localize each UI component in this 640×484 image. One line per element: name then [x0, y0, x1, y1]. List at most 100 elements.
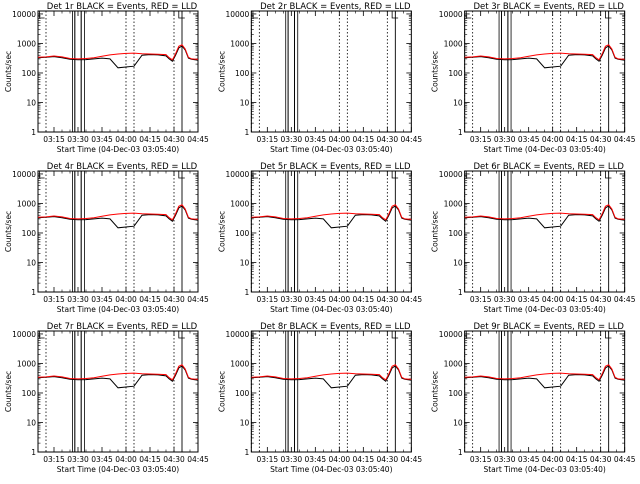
y-tick-label: 100	[22, 229, 37, 238]
y-tick-label: 100	[448, 389, 463, 398]
y-tick-label: 10000	[439, 330, 463, 339]
x-axis-label: Start Time (04-Dec-03 03:05:40)	[483, 465, 605, 474]
x-tick-label: 03:15	[43, 295, 65, 304]
top-bracket-marker	[391, 11, 399, 19]
x-tick-label: 04:00	[329, 295, 351, 304]
y-tick-label: 100	[22, 69, 37, 78]
x-tick-label: 03:45	[518, 295, 540, 304]
x-tick-label: 04:30	[590, 135, 612, 144]
x-tick-label: 03:15	[43, 135, 65, 144]
x-tick-label: 03:30	[494, 455, 516, 464]
y-axis-label: Counts/sec	[431, 51, 440, 92]
x-tick-label: 04:15	[566, 135, 588, 144]
x-tick-label: 04:15	[139, 135, 161, 144]
x-tick-label: 03:45	[305, 455, 327, 464]
top-bracket-marker	[391, 331, 399, 339]
x-tick-label: 03:30	[281, 295, 303, 304]
x-tick-label: 03:45	[305, 295, 327, 304]
x-axis-label: Start Time (04-Dec-03 03:05:40)	[57, 145, 179, 154]
x-tick-label: 03:15	[43, 455, 65, 464]
lld-series-line	[464, 364, 625, 381]
top-bracket-marker	[178, 331, 185, 339]
x-tick-label: 03:15	[470, 135, 492, 144]
y-axis-label: Counts/sec	[431, 371, 440, 412]
x-tick-label: 04:30	[377, 455, 399, 464]
y-tick-label: 100	[235, 389, 250, 398]
top-bracket-marker	[178, 171, 185, 179]
y-tick-label: 100	[22, 389, 37, 398]
y-axis-label: Counts/sec	[4, 51, 13, 92]
y-tick-label: 10	[453, 98, 463, 107]
lld-series-line	[37, 364, 199, 381]
y-tick-label: 10000	[225, 330, 249, 339]
panel-title: Det 8r BLACK = Events, RED = LLD	[260, 322, 411, 332]
x-tick-label: 04:00	[115, 295, 137, 304]
x-axis-label: Start Time (04-Dec-03 03:05:40)	[57, 305, 179, 314]
x-axis-label: Start Time (04-Dec-03 03:05:40)	[483, 305, 605, 314]
y-tick-label: 1000	[17, 199, 36, 208]
events-series-line	[464, 365, 625, 389]
y-tick-label: 1000	[444, 199, 463, 208]
y-tick-label: 1	[458, 288, 463, 297]
top-bracket-marker	[39, 171, 45, 179]
lld-series-line	[251, 204, 412, 221]
x-tick-label: 04:45	[187, 295, 209, 304]
x-tick-label: 03:45	[91, 455, 113, 464]
y-tick-label: 10	[453, 258, 463, 267]
lld-series-line	[37, 44, 199, 61]
y-tick-label: 100	[448, 69, 463, 78]
x-tick-label: 03:15	[257, 135, 279, 144]
top-bracket-marker	[605, 331, 612, 339]
events-series-line	[464, 205, 625, 229]
top-bracket-marker	[391, 171, 399, 179]
y-tick-label: 1	[31, 448, 36, 457]
x-tick-label: 04:30	[377, 135, 399, 144]
y-tick-label: 10	[26, 258, 36, 267]
panel-6: Det 6r BLACK = Events, RED = LLD 1 10 100 10…	[431, 162, 636, 314]
x-tick-label: 04:15	[353, 455, 375, 464]
x-tick-label: 04:00	[115, 455, 137, 464]
lld-series-line	[464, 204, 625, 221]
events-series-line	[37, 205, 199, 229]
x-axis-label: Start Time (04-Dec-03 03:05:40)	[270, 145, 392, 154]
y-tick-label: 10	[240, 258, 250, 267]
x-tick-label: 04:45	[401, 455, 423, 464]
x-tick-label: 04:30	[163, 135, 185, 144]
y-tick-label: 100	[235, 69, 250, 78]
top-bracket-marker	[178, 11, 185, 19]
y-axis-label: Counts/sec	[4, 211, 13, 252]
y-tick-label: 10000	[12, 170, 36, 179]
x-tick-label: 04:30	[590, 295, 612, 304]
y-tick-label: 1	[245, 288, 250, 297]
x-tick-label: 04:45	[401, 135, 423, 144]
y-tick-label: 1	[245, 448, 250, 457]
x-tick-label: 04:30	[590, 455, 612, 464]
lld-series-line	[37, 204, 199, 221]
x-tick-label: 04:45	[614, 135, 636, 144]
lld-series-line	[464, 44, 625, 61]
panel-title: Det 5r BLACK = Events, RED = LLD	[260, 162, 411, 172]
x-axis-label: Start Time (04-Dec-03 03:05:40)	[270, 305, 392, 314]
x-tick-label: 04:00	[115, 135, 137, 144]
y-axis-label: Counts/sec	[4, 371, 13, 412]
x-tick-label: 04:15	[353, 135, 375, 144]
x-axis-label: Start Time (04-Dec-03 03:05:40)	[57, 465, 179, 474]
y-tick-label: 1000	[230, 359, 249, 368]
y-tick-label: 1000	[230, 199, 249, 208]
panel-8: Det 8r BLACK = Events, RED = LLD 1 10 100 10…	[217, 322, 422, 474]
events-series-line	[37, 365, 199, 389]
x-tick-label: 04:15	[139, 455, 161, 464]
lld-series-line	[251, 364, 412, 381]
x-tick-label: 04:15	[139, 295, 161, 304]
x-tick-label: 04:45	[614, 295, 636, 304]
y-tick-label: 10000	[12, 10, 36, 19]
panel-1: Det 1r BLACK = Events, RED = LLD 1 10 100 10…	[4, 2, 209, 154]
x-tick-label: 03:15	[470, 295, 492, 304]
x-tick-label: 04:45	[187, 135, 209, 144]
top-bracket-marker	[605, 171, 612, 179]
panel-3: Det 3r BLACK = Events, RED = LLD 1 10 100 10…	[431, 2, 636, 154]
x-tick-label: 03:30	[281, 455, 303, 464]
x-tick-label: 03:30	[67, 455, 89, 464]
x-tick-label: 04:00	[542, 295, 564, 304]
